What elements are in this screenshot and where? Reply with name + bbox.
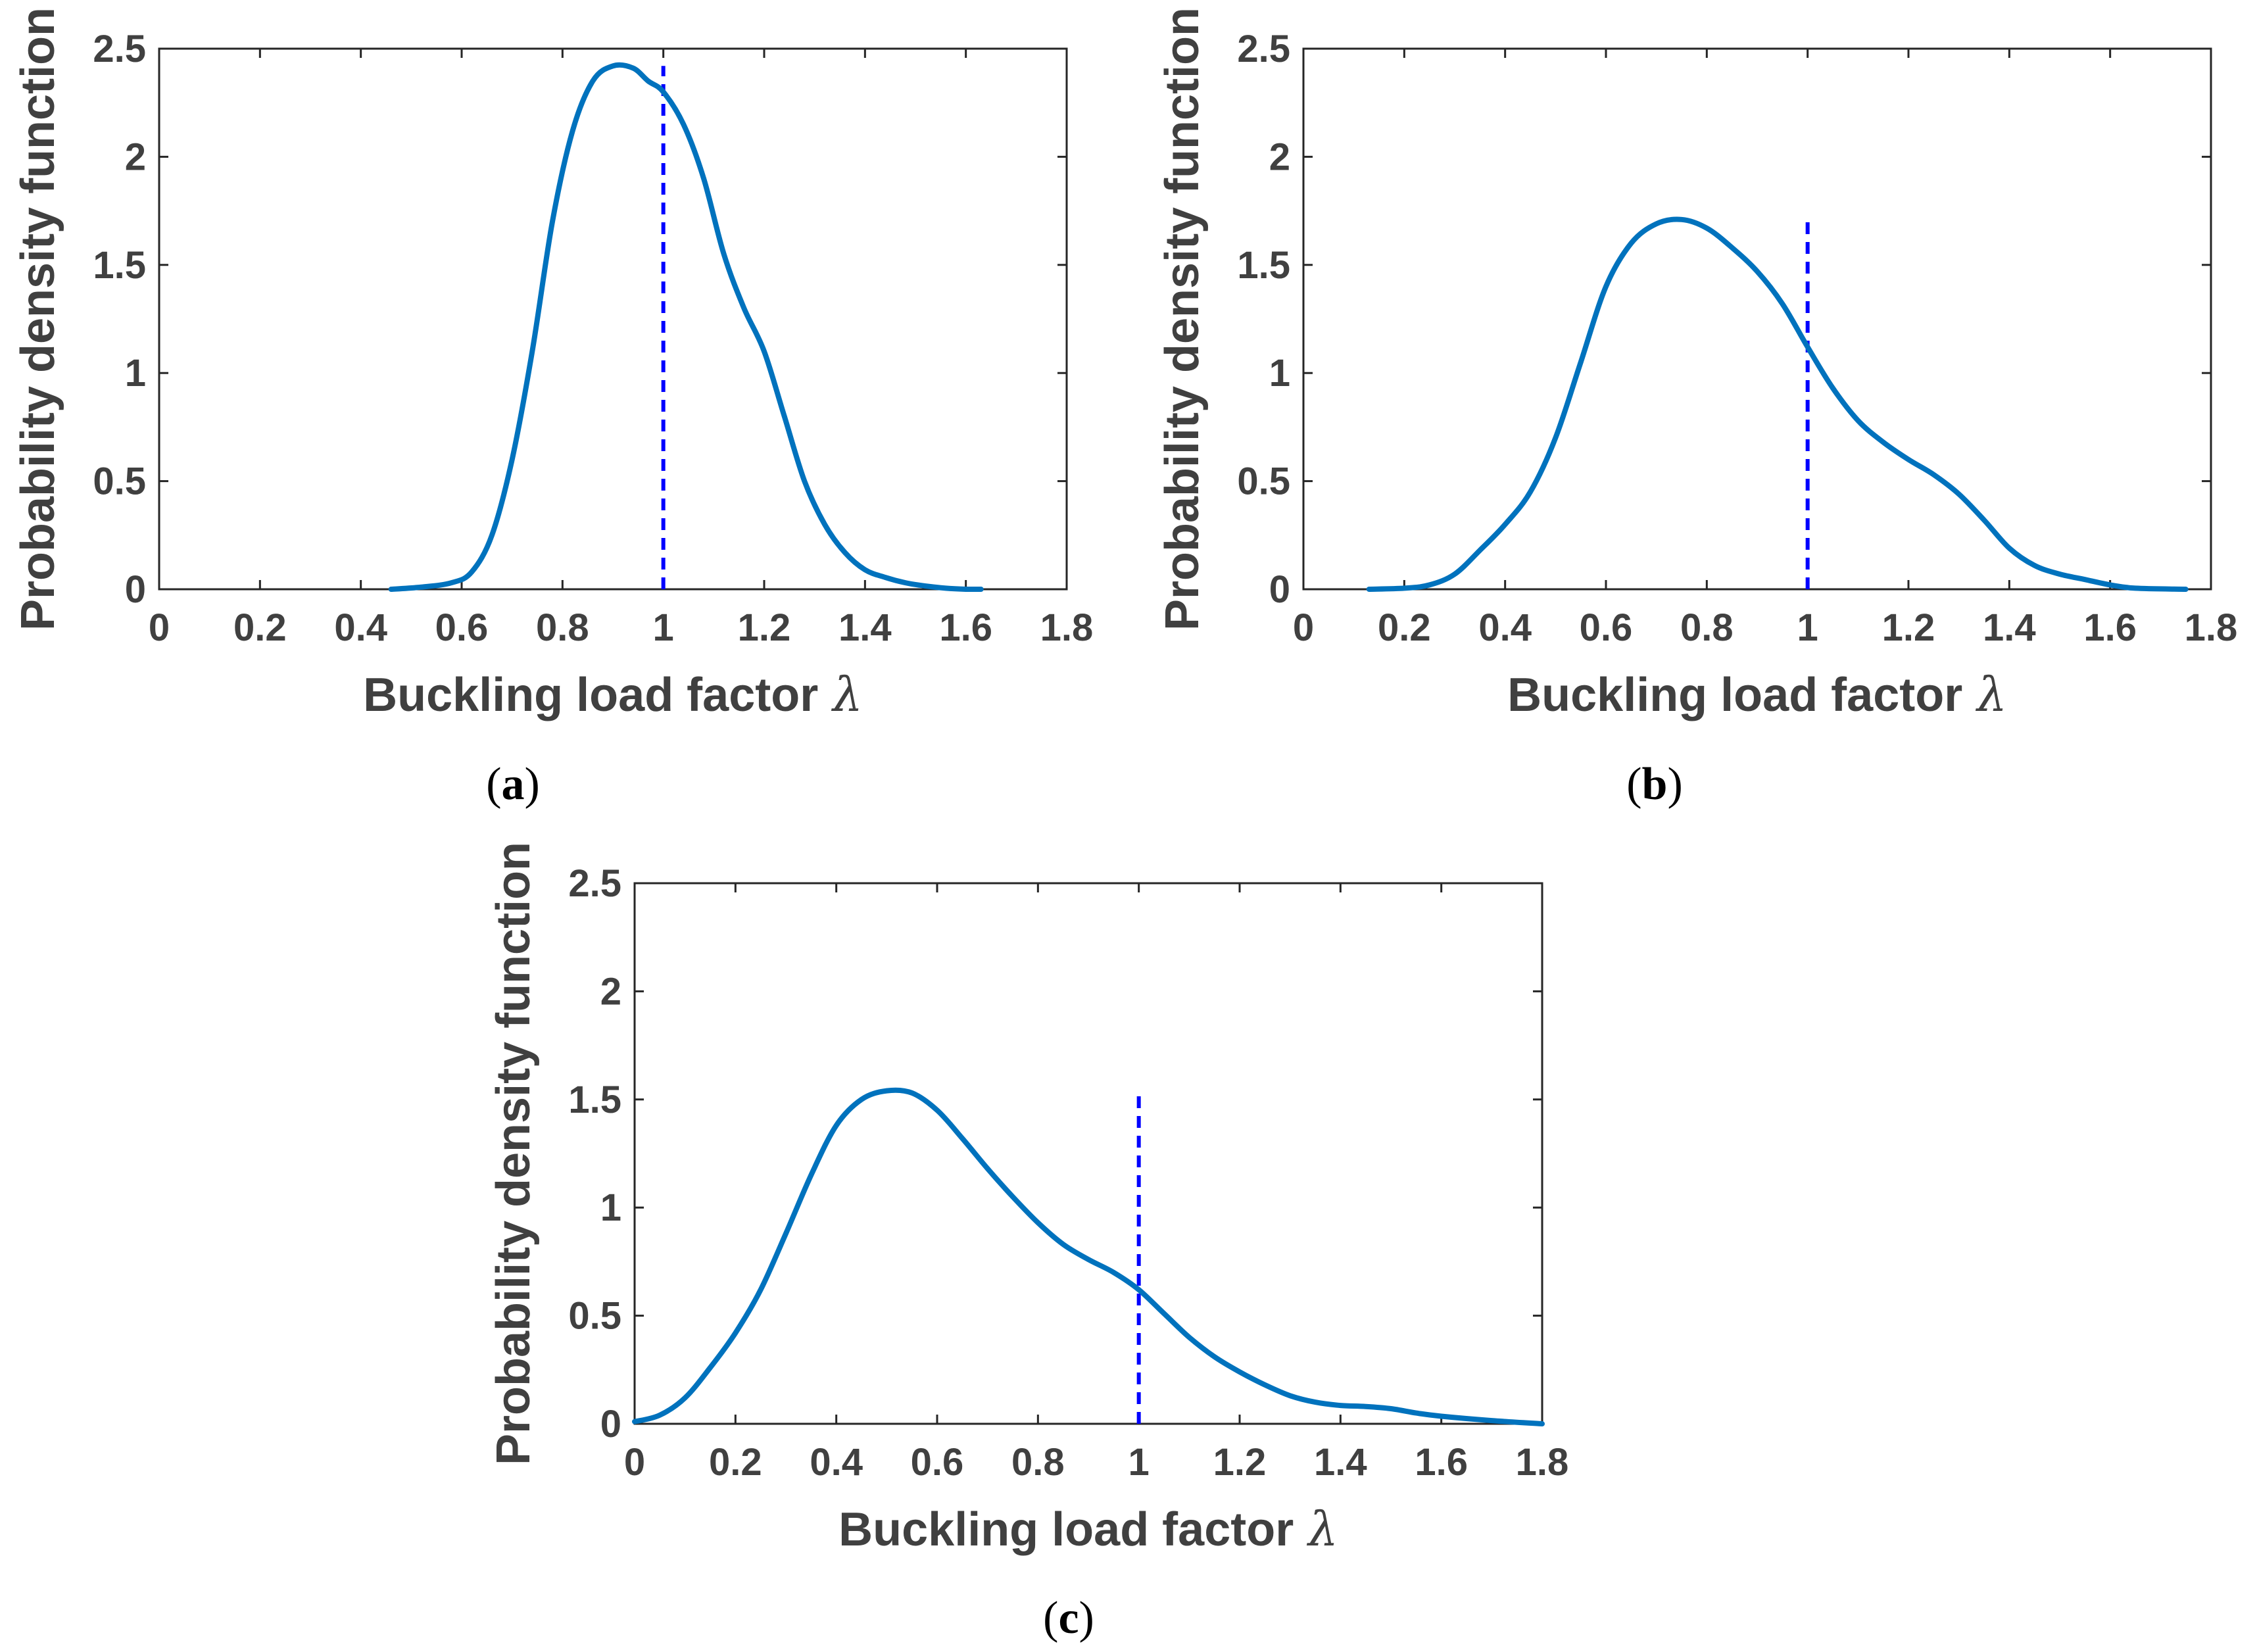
y-axis-label: Probability density function: [1156, 7, 1209, 631]
x-axis-label-text: Buckling load factor: [838, 1503, 1294, 1556]
chart-c: 0 0.2 0.4 0.6 0.8 1 1.2 1.4 1.6 1.8 0 0.5 1 1.5 2 2.5 Bu…: [487, 842, 1568, 1643]
y-tick-label: 2.5: [1237, 28, 1290, 70]
caption-letter: a: [502, 759, 525, 810]
y-tick-label: 2.5: [93, 28, 146, 70]
subfigure-caption: (c): [1043, 1593, 1094, 1643]
x-tick-label: 1: [1797, 606, 1818, 649]
subfigure-caption: (a): [486, 759, 540, 810]
y-tick-label: 0.5: [1237, 460, 1290, 503]
x-tick-label: 1.4: [1314, 1441, 1367, 1484]
x-tick-label: 1.2: [738, 606, 791, 649]
x-tick-label: 0.6: [911, 1441, 964, 1484]
x-tick-label: 0.6: [1580, 606, 1633, 649]
x-tick-label: 1.8: [2185, 606, 2238, 649]
x-tick-label: 1.8: [1040, 606, 1094, 649]
x-tick-label: 0.8: [536, 606, 589, 649]
pdf-curve: [632, 1087, 1545, 1426]
axes-frame: [1302, 47, 2212, 591]
caption-open: (: [486, 759, 501, 810]
x-tick-label: 0.4: [810, 1441, 863, 1484]
y-tick-label: 2.5: [568, 862, 621, 905]
y-tick-label: 1: [1269, 352, 1290, 395]
x-tick-label: 1.8: [1516, 1441, 1569, 1484]
y-tick-label: 1.5: [93, 244, 146, 287]
caption-close: ): [1667, 759, 1682, 810]
x-tick-label: 0.8: [1011, 1441, 1065, 1484]
pdf-curve: [388, 62, 984, 592]
x-axis-label: Buckling load factor λ: [838, 1501, 1338, 1557]
x-tick-label: 1.6: [939, 606, 992, 649]
x-axis-label-text: Buckling load factor: [1507, 669, 1962, 721]
y-tick-label: 0: [600, 1403, 621, 1446]
x-axis-label: Buckling load factor λ: [363, 667, 863, 722]
x-tick-label: 0: [1293, 606, 1314, 649]
y-tick-label: 2: [1269, 135, 1290, 178]
caption-open: (: [1043, 1593, 1058, 1643]
lambda-symbol: λ: [1975, 667, 2007, 722]
x-tick-label: 1.4: [838, 606, 892, 649]
y-axis-label: Probability density function: [487, 842, 540, 1465]
caption-open: (: [1626, 759, 1641, 810]
y-tick-label: 2: [600, 970, 621, 1013]
chart-b: 0 0.2 0.4 0.6 0.8 1 1.2 1.4 1.6 1.8 0 0.5 1 1.5 2 2.5 Bu…: [1156, 7, 2237, 810]
caption-letter: c: [1058, 1593, 1079, 1643]
x-tick-label: 0.4: [1478, 606, 1532, 649]
axes-frame: [158, 47, 1068, 591]
x-tick-label: 1.6: [2083, 606, 2137, 649]
y-tick-label: 2: [125, 135, 146, 178]
x-tick-label: 1: [653, 606, 674, 649]
y-tick-label: 1: [600, 1186, 621, 1229]
x-tick-label: 1.2: [1882, 606, 1935, 649]
x-tick-label: 0.6: [435, 606, 489, 649]
x-tick-label: 0.8: [1680, 606, 1734, 649]
x-tick-label: 1.6: [1415, 1441, 1468, 1484]
x-tick-label: 0: [624, 1441, 645, 1484]
caption-letter: b: [1642, 759, 1668, 810]
y-tick-label: 0.5: [93, 460, 146, 503]
y-tick-label: 0.5: [568, 1295, 621, 1338]
axes-frame: [633, 882, 1543, 1425]
x-tick-label: 1.2: [1213, 1441, 1267, 1484]
lambda-symbol: λ: [831, 667, 863, 722]
y-tick-label: 1: [125, 352, 146, 395]
x-axis-label: Buckling load factor λ: [1507, 667, 2007, 722]
chart-a: 0 0.2 0.4 0.6 0.8 1 1.2 1.4 1.6 1.8 0 0.5 1 1.5 2 2.5 Bu…: [12, 7, 1093, 810]
caption-close: ): [1079, 1593, 1094, 1643]
x-tick-label: 0.2: [233, 606, 287, 649]
x-tick-label: 1: [1128, 1441, 1150, 1484]
subfigure-caption: (b): [1626, 759, 1683, 810]
caption-close: ): [525, 759, 540, 810]
lambda-symbol: λ: [1306, 1501, 1338, 1557]
y-tick-label: 0: [125, 568, 146, 611]
y-tick-label: 0: [1269, 568, 1290, 611]
y-tick-label: 1.5: [568, 1079, 621, 1121]
x-tick-label: 0.4: [334, 606, 387, 649]
pdf-curve: [1366, 216, 2189, 592]
x-tick-label: 1.4: [1983, 606, 2036, 649]
x-axis-label-text: Buckling load factor: [363, 669, 818, 721]
x-tick-label: 0.2: [1378, 606, 1431, 649]
y-tick-label: 1.5: [1237, 244, 1290, 287]
y-axis-label: Probability density function: [12, 7, 64, 631]
x-tick-label: 0.2: [709, 1441, 762, 1484]
x-tick-label: 0: [149, 606, 170, 649]
